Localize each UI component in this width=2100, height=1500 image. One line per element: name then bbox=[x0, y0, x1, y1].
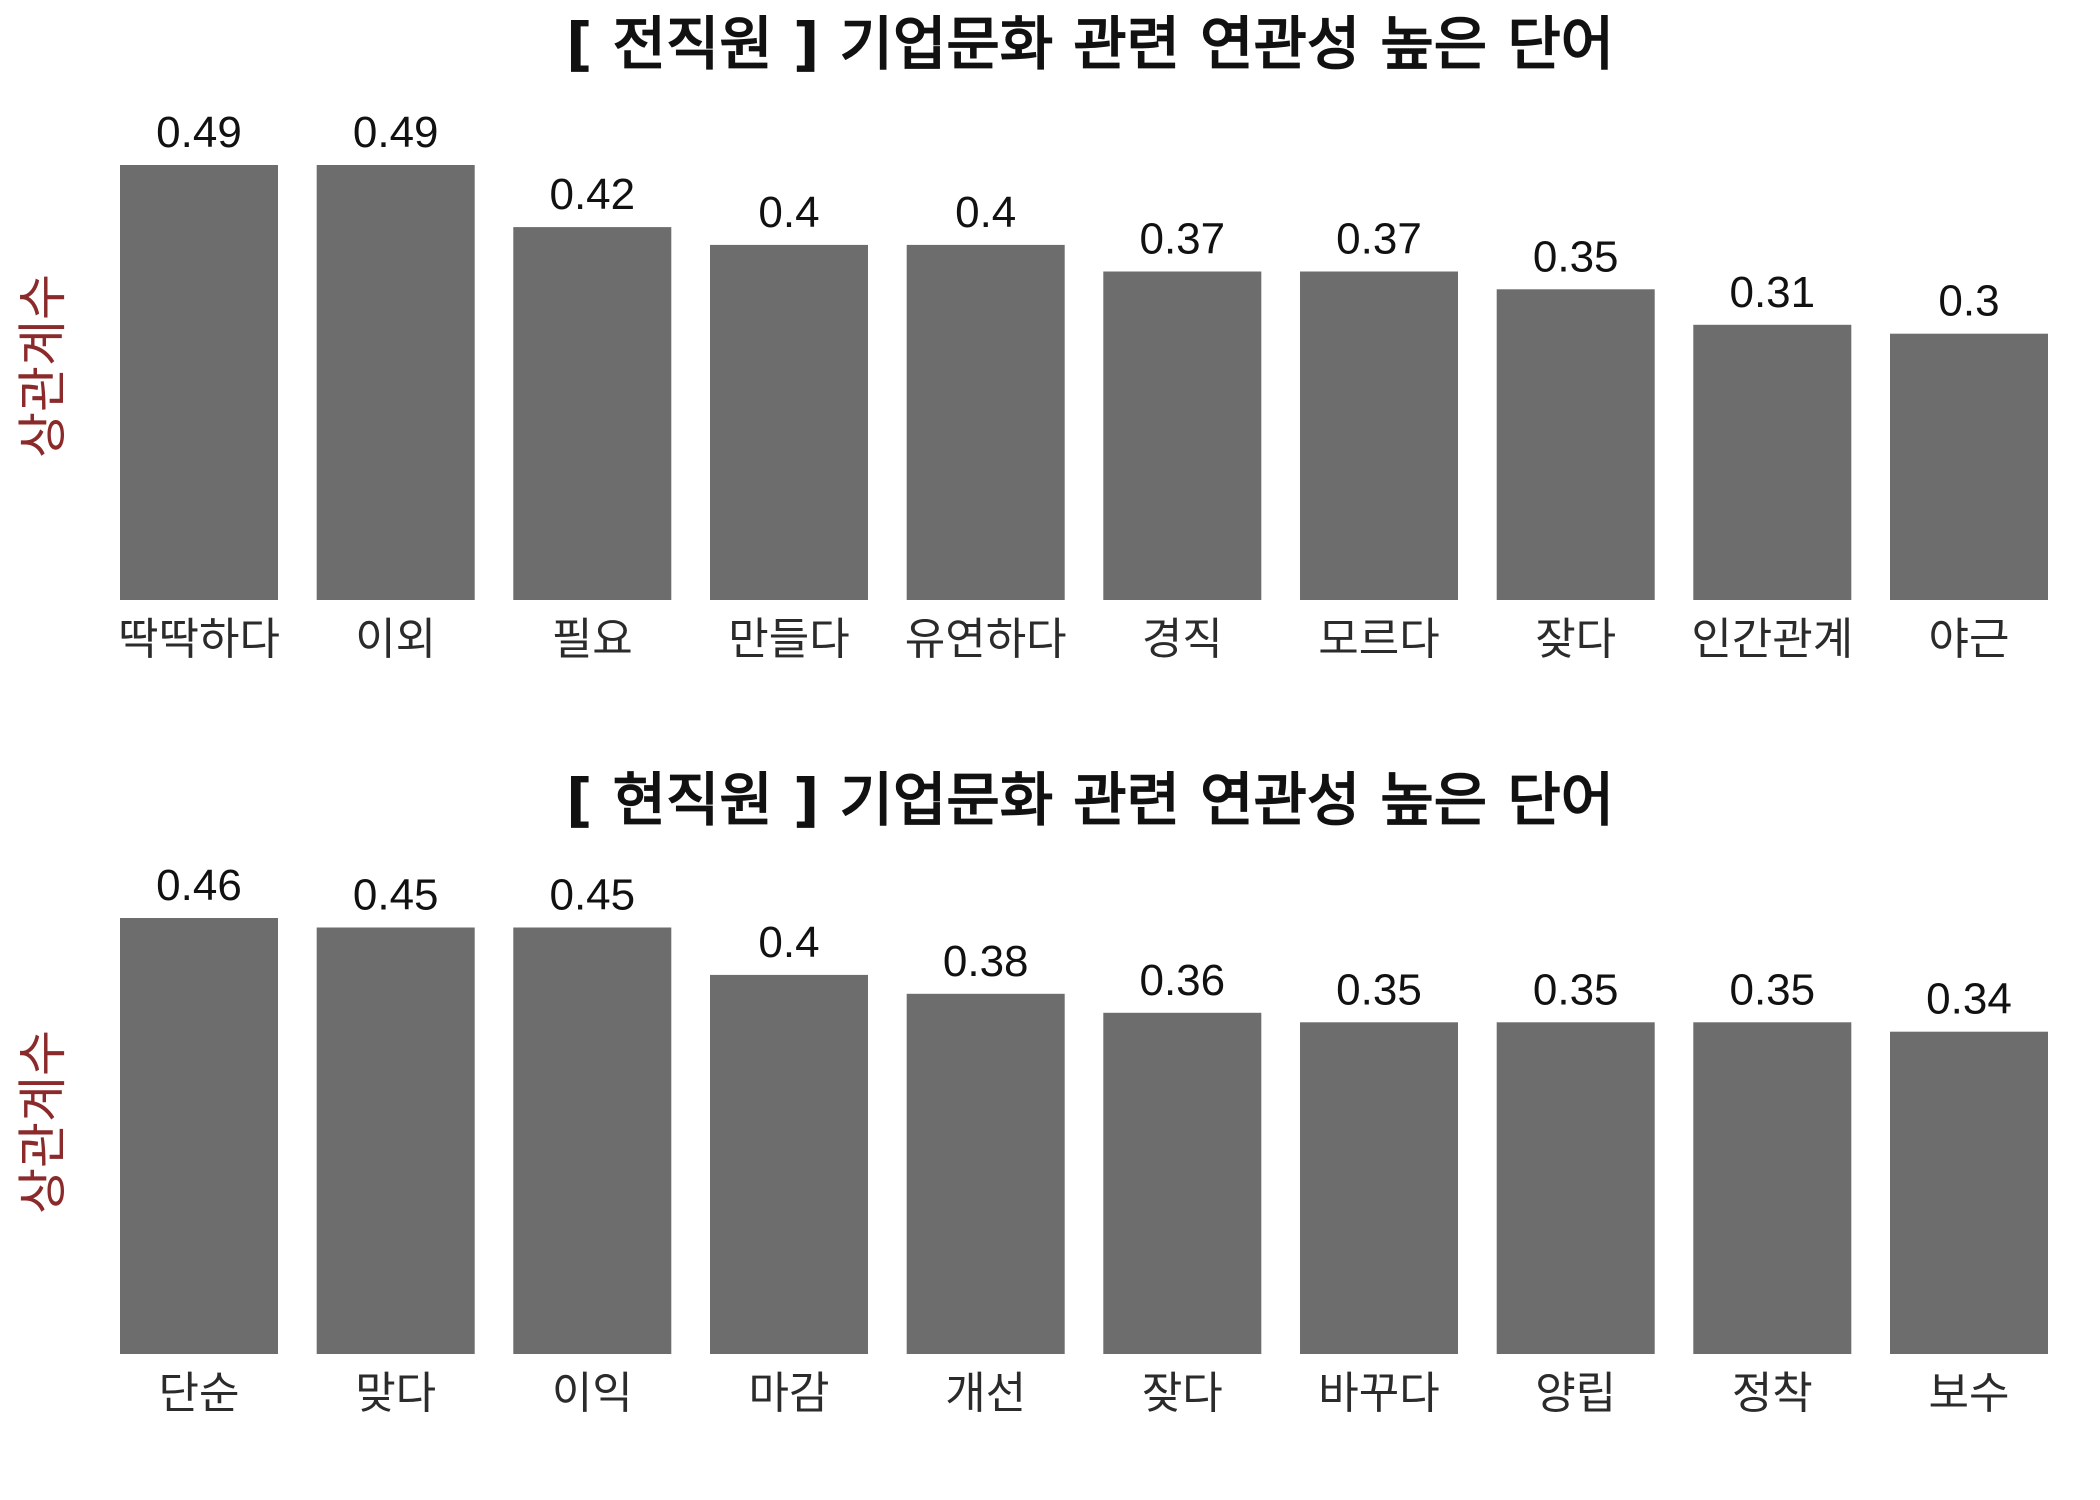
x-tick-label: 모르다 bbox=[1318, 614, 1439, 665]
bar-value-label: 0.38 bbox=[943, 937, 1029, 986]
x-tick-label: 유연하다 bbox=[905, 614, 1067, 665]
bar-5 bbox=[906, 993, 1065, 1354]
x-tick-label: 마감 bbox=[749, 1368, 830, 1419]
bar-value-label: 0.4 bbox=[758, 188, 819, 237]
bar-9 bbox=[1693, 324, 1852, 600]
x-tick-label: 이외 bbox=[355, 614, 436, 665]
bar-value-label: 0.35 bbox=[1533, 965, 1619, 1014]
x-tick-label: 인간관계 bbox=[1691, 614, 1853, 665]
x-tick-label: 정착 bbox=[1732, 1368, 1813, 1419]
bar-value-label: 0.45 bbox=[353, 871, 439, 920]
y-axis-label: 상관계수 bbox=[14, 274, 72, 458]
x-tick-label: 이익 bbox=[552, 1368, 633, 1419]
x-tick-label: 딱딱하다 bbox=[118, 614, 280, 665]
bar-3 bbox=[513, 927, 672, 1354]
bar-3 bbox=[513, 227, 672, 600]
bar-9 bbox=[1693, 1022, 1852, 1354]
chart-panel-former-employees: [ 전직원 ] 기업문화 관련 연관성 높은 단어 상관계수 0.49 0.490… bbox=[14, 10, 2048, 665]
bar-value-label: 0.42 bbox=[549, 170, 635, 219]
x-tick-label: 맞다 bbox=[355, 1368, 436, 1419]
chart-title: [ 전직원 ] 기업문화 관련 연관성 높은 단어 bbox=[566, 10, 1614, 78]
bar-value-label: 0.4 bbox=[955, 188, 1016, 237]
bar-value-label: 0.3 bbox=[1938, 277, 1999, 326]
bar-5 bbox=[906, 244, 1065, 600]
y-axis-label: 상관계수 bbox=[14, 1030, 72, 1214]
bar-group bbox=[120, 918, 2048, 1354]
x-tick-label: 잦다 bbox=[1142, 1368, 1223, 1419]
bar-value-label: 0.4 bbox=[758, 918, 819, 967]
bar-8 bbox=[1496, 289, 1655, 600]
bar-7 bbox=[1300, 271, 1458, 600]
x-tick-label-group: 단순 맞다 이익 마감 개선 잦다 바꾸다 양립 정착 보수 bbox=[159, 1368, 2010, 1419]
bar-value-label: 0.35 bbox=[1336, 965, 1422, 1014]
bar-value-label: 0.34 bbox=[1926, 975, 2012, 1024]
bar-value-label: 0.35 bbox=[1533, 232, 1619, 281]
bar-value-label: 0.46 bbox=[156, 861, 242, 910]
x-tick-label: 단순 bbox=[159, 1368, 240, 1419]
bar-value-label: 0.45 bbox=[549, 871, 635, 920]
bar-8 bbox=[1496, 1022, 1655, 1354]
x-tick-label: 경직 bbox=[1142, 614, 1223, 665]
x-tick-label: 개선 bbox=[945, 1368, 1026, 1419]
value-label-group: 0.49 0.49 0.42 0.4 0.4 0.37 0.37 0.35 0.31 0.3 bbox=[156, 108, 1999, 326]
bar-2 bbox=[316, 927, 475, 1354]
x-tick-label: 잦다 bbox=[1535, 614, 1616, 665]
bar-value-label: 0.37 bbox=[1336, 215, 1422, 264]
bar-6 bbox=[1103, 271, 1262, 600]
x-tick-label: 야근 bbox=[1929, 614, 2010, 665]
x-tick-label: 보수 bbox=[1929, 1368, 2010, 1419]
x-tick-label: 필요 bbox=[552, 614, 633, 665]
bar-4 bbox=[710, 974, 868, 1354]
bar-value-label: 0.37 bbox=[1139, 215, 1225, 264]
bar-1 bbox=[120, 165, 278, 600]
x-tick-label-group: 딱딱하다 이외 필요 만들다 유연하다 경직 모르다 잦다 인간관계 야근 bbox=[118, 614, 2009, 665]
chart-panel-current-employees: [ 현직원 ] 기업문화 관련 연관성 높은 단어 상관계수 0.46 0.45 0… bbox=[14, 766, 2048, 1419]
bar-1 bbox=[120, 918, 278, 1354]
bar-2 bbox=[316, 165, 475, 600]
bar-7 bbox=[1300, 1022, 1458, 1354]
x-tick-label: 만들다 bbox=[728, 614, 849, 665]
x-tick-label: 양립 bbox=[1535, 1368, 1616, 1419]
bar-10 bbox=[1890, 1031, 2048, 1354]
bar-6 bbox=[1103, 1012, 1262, 1354]
chart-title: [ 현직원 ] 기업문화 관련 연관성 높은 단어 bbox=[566, 766, 1614, 834]
bar-value-label: 0.35 bbox=[1729, 965, 1815, 1014]
bar-value-label: 0.36 bbox=[1139, 956, 1225, 1005]
bar-value-label: 0.49 bbox=[353, 108, 439, 157]
bar-value-label: 0.49 bbox=[156, 108, 242, 157]
bar-value-label: 0.31 bbox=[1729, 268, 1815, 317]
bar-4 bbox=[710, 244, 868, 600]
value-label-group: 0.46 0.45 0.45 0.4 0.38 0.36 0.35 0.35 0.35 0.34 bbox=[156, 861, 2012, 1024]
bar-group bbox=[120, 165, 2048, 600]
bar-10 bbox=[1890, 333, 2048, 600]
x-tick-label: 바꾸다 bbox=[1318, 1368, 1439, 1419]
